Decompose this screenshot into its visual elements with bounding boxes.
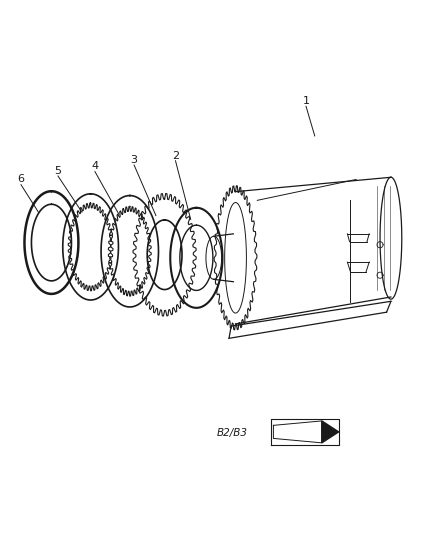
Text: 2: 2 [172,150,179,160]
Text: 1: 1 [303,96,310,106]
Text: 4: 4 [92,161,99,172]
Text: 6: 6 [18,174,25,184]
Text: B2/B3: B2/B3 [216,428,247,438]
Text: 3: 3 [131,155,138,165]
Text: 5: 5 [54,166,61,176]
Polygon shape [322,421,339,443]
Polygon shape [273,421,322,443]
